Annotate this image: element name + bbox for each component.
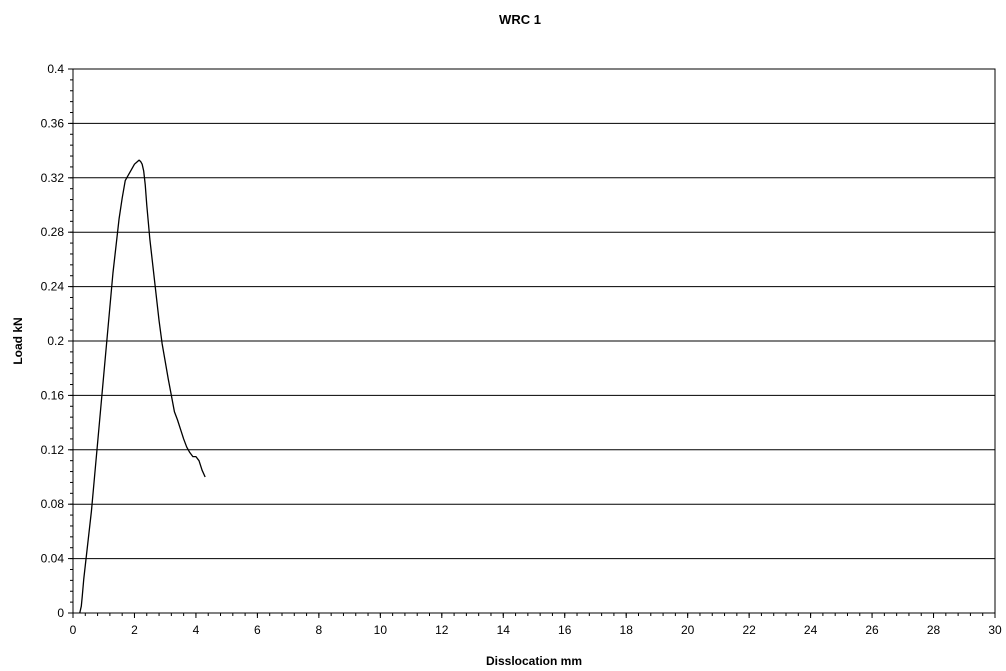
y-tick-label: 0.32 bbox=[41, 171, 65, 185]
x-axis: 0 2 4 6 8 10 12 14 16 18 20 22 24 26 28 30 bbox=[70, 613, 1002, 637]
y-tick-label: 0.2 bbox=[47, 334, 64, 348]
x-tick-label: 18 bbox=[620, 623, 634, 637]
y-tick-label: 0.24 bbox=[41, 280, 65, 294]
y-tick-label: 0.28 bbox=[41, 225, 65, 239]
x-tick-label: 14 bbox=[497, 623, 511, 637]
gridlines bbox=[73, 122, 995, 560]
y-tick-label: 0 bbox=[57, 606, 64, 620]
x-tick-label: 30 bbox=[988, 623, 1002, 637]
y-tick-label: 0.4 bbox=[47, 62, 64, 76]
x-tick-label: 22 bbox=[742, 623, 756, 637]
y-axis: 0 0.04 0.08 0.12 0.16 0.2 0.24 0.28 0.32 0.36 0.4 bbox=[41, 62, 73, 620]
x-tick-label: 24 bbox=[804, 623, 818, 637]
x-tick-label: 16 bbox=[558, 623, 572, 637]
x-tick-label: 20 bbox=[681, 623, 695, 637]
x-tick-label: 6 bbox=[254, 623, 261, 637]
series-group bbox=[79, 159, 206, 614]
chart-title: WRC 1 bbox=[499, 12, 541, 27]
x-tick-label: 8 bbox=[316, 623, 323, 637]
y-tick-label: 0.12 bbox=[41, 443, 65, 457]
x-tick-label: 12 bbox=[435, 623, 449, 637]
y-tick-label: 0.08 bbox=[41, 497, 65, 511]
x-tick-label: 4 bbox=[193, 623, 200, 637]
y-tick-label: 0.04 bbox=[41, 552, 65, 566]
x-tick-label: 0 bbox=[70, 623, 77, 637]
x-tick-label: 28 bbox=[927, 623, 941, 637]
x-axis-label: Disslocation mm bbox=[486, 654, 582, 668]
x-tick-label: 2 bbox=[131, 623, 138, 637]
y-tick-label: 0.16 bbox=[41, 388, 65, 402]
x-tick-label: 10 bbox=[374, 623, 388, 637]
y-axis-label: Load kN bbox=[11, 317, 25, 364]
series-line bbox=[79, 159, 206, 614]
y-tick-label: 0.36 bbox=[41, 116, 65, 130]
x-tick-label: 26 bbox=[865, 623, 879, 637]
